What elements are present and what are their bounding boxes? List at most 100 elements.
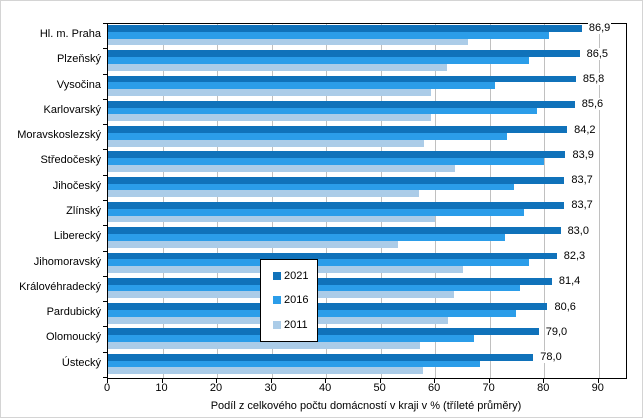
bar-2011-Liberecký	[108, 240, 398, 248]
gridline-20	[217, 24, 219, 378]
category-label: Zlínský	[66, 205, 101, 217]
gridline-60	[435, 24, 437, 378]
value-tick-mark	[543, 378, 545, 383]
value-label: 86,9	[587, 22, 612, 35]
legend-swatch-icon	[273, 272, 281, 281]
value-tick-label: 10	[155, 382, 168, 394]
value-tick-mark	[216, 378, 218, 383]
category-tick-mark	[103, 48, 107, 50]
bar-2021-Středočeský	[108, 151, 566, 159]
value-label: 85,8	[581, 72, 606, 85]
bar-2021-Plzeňský	[108, 50, 580, 58]
bar-2021-Liberecký	[108, 227, 561, 235]
value-tick-mark	[161, 378, 163, 383]
category-label: Středočeský	[40, 154, 101, 167]
bar-2011-Zlínský	[108, 215, 436, 223]
value-tick-mark	[488, 378, 490, 383]
bar-2021-Královéhradecký	[108, 277, 552, 285]
category-label: Ústecký	[61, 356, 101, 369]
bar-2021-Moravskoslezský	[108, 126, 568, 133]
bar-2016-Zlínský	[108, 208, 525, 216]
category-tick-mark	[103, 149, 107, 151]
value-label: 86,5	[585, 47, 610, 60]
category-label: Královéhradecký	[19, 280, 101, 293]
gridline-50	[380, 24, 382, 378]
bar-2011-Moravskoslezský	[108, 139, 425, 147]
category-tick-mark	[103, 200, 107, 201]
category-tick-mark	[103, 326, 107, 328]
bar-2021-Jihočeský	[108, 176, 565, 184]
bar-2021-Ústecký	[108, 353, 534, 361]
bar-2016-Plzeňský	[108, 57, 530, 64]
legend: 2021 2016 2011	[260, 259, 318, 342]
gridline-70	[489, 24, 491, 378]
value-tick-label: 30	[264, 382, 277, 394]
legend-label: 2016	[284, 294, 309, 307]
value-label: 78,0	[539, 351, 563, 364]
bar-2016-Karlovarský	[108, 107, 538, 115]
value-tick-label: 0	[103, 382, 111, 394]
value-tick-label: 40	[318, 382, 332, 394]
category-tick-mark	[103, 225, 107, 227]
category-label: Pardubický	[46, 306, 101, 319]
category-tick-mark	[103, 98, 107, 100]
value-tick-label: 80	[537, 382, 550, 394]
value-tick-mark	[379, 378, 381, 383]
bar-2011-Hl. m. Praha	[108, 38, 468, 46]
bar-2021-Olomoucký	[108, 328, 539, 336]
category-label: Karlovarský	[43, 103, 101, 116]
legend-swatch-icon	[273, 296, 281, 305]
category-tick-mark	[103, 23, 107, 24]
gridline-30	[271, 24, 273, 378]
gridline-80	[544, 24, 546, 378]
category-tick-mark	[103, 377, 107, 378]
value-label: 83,7	[570, 199, 594, 212]
bar-2011-Plzeňský	[108, 63, 447, 71]
value-tick-mark	[434, 378, 436, 383]
value-tick-mark	[597, 378, 599, 383]
bar-2021-Jihomoravský	[108, 252, 557, 260]
bar-2021-Pardubický	[108, 303, 548, 310]
bar-2016-Vysočina	[108, 82, 496, 90]
x-axis-title: Podíl z celkového počtu domácností v kra…	[210, 400, 522, 412]
bar-2021-Zlínský	[108, 202, 565, 209]
value-tick-label: 20	[209, 382, 223, 394]
bar-2016-Středočeský	[108, 158, 544, 166]
category-tick-mark	[103, 250, 107, 252]
value-label: 83,7	[570, 174, 594, 187]
value-tick-label: 90	[591, 382, 604, 394]
category-tick-mark	[103, 275, 107, 277]
value-label: 81,4	[557, 275, 582, 288]
value-tick-mark	[270, 378, 272, 383]
value-tick-label: 70	[482, 382, 495, 394]
bar-2021-Vysočina	[108, 75, 576, 83]
plot-area: 86,9 86,5 85,8 85,6 84,2 83,9 83,7 83,7 83,0 82,3…	[107, 22, 627, 379]
bar-2011-Jihočeský	[108, 190, 420, 198]
value-tick-mark	[325, 378, 327, 383]
value-label: 83,0	[566, 224, 590, 237]
gridline-40	[326, 24, 328, 378]
value-label: 82,3	[562, 249, 587, 262]
bar-2011-Olomoucký	[108, 342, 421, 349]
category-label: Liberecký	[53, 230, 101, 243]
category-label: Hl. m. Praha	[39, 28, 101, 40]
legend-item-2021: 2021	[273, 270, 308, 282]
legend-label: 2021	[284, 270, 309, 283]
category-label: Jihočeský	[52, 179, 101, 192]
bar-2011-Středočeský	[108, 165, 456, 172]
value-tick-label: 50	[373, 382, 386, 394]
bar-2016-Hl. m. Praha	[108, 31, 549, 39]
bar-2011-Karlovarský	[108, 114, 432, 122]
category-tick-mark	[103, 73, 107, 75]
bar-2016-Jihočeský	[108, 183, 514, 191]
gridline-90	[598, 24, 600, 378]
bar-2021-Hl. m. Praha	[108, 25, 582, 32]
bar-2016-Jihomoravský	[108, 259, 529, 267]
gridline-10	[162, 24, 164, 378]
category-tick-mark	[103, 301, 107, 303]
legend-label: 2011	[284, 318, 308, 331]
value-tick-mark	[107, 378, 108, 383]
category-label: Olomoucký	[45, 331, 101, 344]
category-label: Jihomoravský	[33, 255, 101, 268]
